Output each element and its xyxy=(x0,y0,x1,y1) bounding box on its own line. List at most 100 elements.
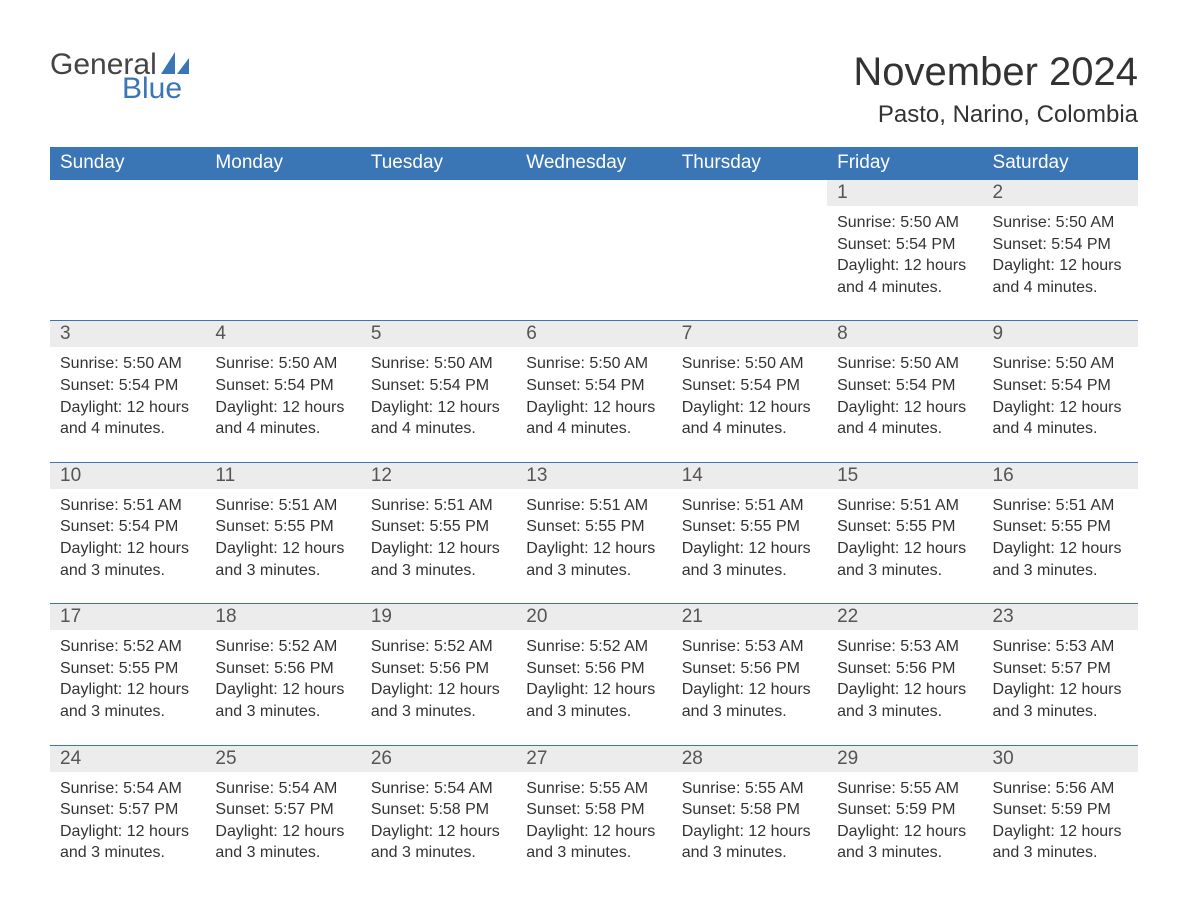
daylight-text: Daylight: 12 hours and 3 minutes. xyxy=(993,538,1128,581)
daynum-row: 10111213141516 xyxy=(50,462,1138,489)
sunset-text: Sunset: 5:55 PM xyxy=(526,516,661,538)
day-detail: Sunrise: 5:51 AMSunset: 5:55 PMDaylight:… xyxy=(672,489,827,604)
calendar-table: Sunday Monday Tuesday Wednesday Thursday… xyxy=(50,147,1138,872)
day-number: 15 xyxy=(827,462,982,489)
sunset-text: Sunset: 5:54 PM xyxy=(837,375,972,397)
day-number: 12 xyxy=(361,462,516,489)
sunset-text: Sunset: 5:56 PM xyxy=(526,658,661,680)
sunrise-text: Sunrise: 5:50 AM xyxy=(371,353,506,375)
day-number: 27 xyxy=(516,745,671,772)
day-detail: Sunrise: 5:51 AMSunset: 5:55 PMDaylight:… xyxy=(827,489,982,604)
day-number: 14 xyxy=(672,462,827,489)
day-detail: Sunrise: 5:50 AMSunset: 5:54 PMDaylight:… xyxy=(983,347,1138,462)
daylight-text: Daylight: 12 hours and 3 minutes. xyxy=(837,679,972,722)
sunset-text: Sunset: 5:58 PM xyxy=(371,799,506,821)
day-detail: Sunrise: 5:55 AMSunset: 5:58 PMDaylight:… xyxy=(672,772,827,872)
sunset-text: Sunset: 5:56 PM xyxy=(215,658,350,680)
logo: General Blue xyxy=(50,50,189,104)
day-number: 16 xyxy=(983,462,1138,489)
daylight-text: Daylight: 12 hours and 4 minutes. xyxy=(837,397,972,440)
col-saturday: Saturday xyxy=(983,147,1138,180)
day-number: 23 xyxy=(983,604,1138,631)
sunset-text: Sunset: 5:57 PM xyxy=(60,799,195,821)
daylight-text: Daylight: 12 hours and 3 minutes. xyxy=(993,821,1128,864)
daynum-row: 17181920212223 xyxy=(50,604,1138,631)
sunset-text: Sunset: 5:54 PM xyxy=(371,375,506,397)
sunrise-text: Sunrise: 5:52 AM xyxy=(526,636,661,658)
sunrise-text: Sunrise: 5:50 AM xyxy=(526,353,661,375)
detail-row: Sunrise: 5:51 AMSunset: 5:54 PMDaylight:… xyxy=(50,489,1138,604)
detail-row: Sunrise: 5:54 AMSunset: 5:57 PMDaylight:… xyxy=(50,772,1138,872)
day-detail: Sunrise: 5:51 AMSunset: 5:54 PMDaylight:… xyxy=(50,489,205,604)
day-number: 17 xyxy=(50,604,205,631)
daynum-row: 12 xyxy=(50,180,1138,207)
sunrise-text: Sunrise: 5:50 AM xyxy=(993,353,1128,375)
day-detail: Sunrise: 5:54 AMSunset: 5:57 PMDaylight:… xyxy=(205,772,360,872)
daylight-text: Daylight: 12 hours and 4 minutes. xyxy=(60,397,195,440)
day-detail: Sunrise: 5:50 AMSunset: 5:54 PMDaylight:… xyxy=(361,347,516,462)
sunset-text: Sunset: 5:58 PM xyxy=(526,799,661,821)
col-friday: Friday xyxy=(827,147,982,180)
daylight-text: Daylight: 12 hours and 4 minutes. xyxy=(371,397,506,440)
sunset-text: Sunset: 5:54 PM xyxy=(993,375,1128,397)
daynum-row: 3456789 xyxy=(50,321,1138,348)
day-detail: Sunrise: 5:50 AMSunset: 5:54 PMDaylight:… xyxy=(50,347,205,462)
daylight-text: Daylight: 12 hours and 3 minutes. xyxy=(682,821,817,864)
day-detail: Sunrise: 5:53 AMSunset: 5:57 PMDaylight:… xyxy=(983,630,1138,745)
sunset-text: Sunset: 5:55 PM xyxy=(215,516,350,538)
day-number: 20 xyxy=(516,604,671,631)
daylight-text: Daylight: 12 hours and 3 minutes. xyxy=(371,679,506,722)
day-number: 4 xyxy=(205,321,360,348)
day-detail: Sunrise: 5:50 AMSunset: 5:54 PMDaylight:… xyxy=(205,347,360,462)
day-number: 22 xyxy=(827,604,982,631)
sunrise-text: Sunrise: 5:50 AM xyxy=(993,212,1128,234)
day-number: 11 xyxy=(205,462,360,489)
sunset-text: Sunset: 5:54 PM xyxy=(993,234,1128,256)
title-block: November 2024 Pasto, Narino, Colombia xyxy=(853,50,1138,129)
day-number: 24 xyxy=(50,745,205,772)
daylight-text: Daylight: 12 hours and 3 minutes. xyxy=(371,538,506,581)
daylight-text: Daylight: 12 hours and 3 minutes. xyxy=(526,538,661,581)
day-number: 7 xyxy=(672,321,827,348)
sunset-text: Sunset: 5:59 PM xyxy=(993,799,1128,821)
sunrise-text: Sunrise: 5:52 AM xyxy=(371,636,506,658)
sunrise-text: Sunrise: 5:53 AM xyxy=(682,636,817,658)
sunrise-text: Sunrise: 5:55 AM xyxy=(837,778,972,800)
daylight-text: Daylight: 12 hours and 3 minutes. xyxy=(993,679,1128,722)
sunset-text: Sunset: 5:56 PM xyxy=(371,658,506,680)
day-number: 9 xyxy=(983,321,1138,348)
sunrise-text: Sunrise: 5:51 AM xyxy=(215,495,350,517)
sunset-text: Sunset: 5:57 PM xyxy=(993,658,1128,680)
sunset-text: Sunset: 5:55 PM xyxy=(993,516,1128,538)
col-tuesday: Tuesday xyxy=(361,147,516,180)
day-detail: Sunrise: 5:50 AMSunset: 5:54 PMDaylight:… xyxy=(983,206,1138,321)
sunset-text: Sunset: 5:55 PM xyxy=(60,658,195,680)
day-detail: Sunrise: 5:51 AMSunset: 5:55 PMDaylight:… xyxy=(205,489,360,604)
logo-text-blue: Blue xyxy=(122,74,182,104)
detail-row: Sunrise: 5:50 AMSunset: 5:54 PMDaylight:… xyxy=(50,347,1138,462)
empty-cell xyxy=(516,180,671,207)
empty-cell xyxy=(205,180,360,207)
day-detail: Sunrise: 5:51 AMSunset: 5:55 PMDaylight:… xyxy=(983,489,1138,604)
daylight-text: Daylight: 12 hours and 4 minutes. xyxy=(993,397,1128,440)
daylight-text: Daylight: 12 hours and 3 minutes. xyxy=(215,538,350,581)
day-detail: Sunrise: 5:53 AMSunset: 5:56 PMDaylight:… xyxy=(827,630,982,745)
empty-cell xyxy=(672,180,827,207)
sunset-text: Sunset: 5:55 PM xyxy=(371,516,506,538)
detail-row: Sunrise: 5:50 AMSunset: 5:54 PMDaylight:… xyxy=(50,206,1138,321)
month-title: November 2024 xyxy=(853,50,1138,95)
daylight-text: Daylight: 12 hours and 3 minutes. xyxy=(371,821,506,864)
day-detail: Sunrise: 5:52 AMSunset: 5:55 PMDaylight:… xyxy=(50,630,205,745)
sunrise-text: Sunrise: 5:50 AM xyxy=(60,353,195,375)
sunrise-text: Sunrise: 5:50 AM xyxy=(215,353,350,375)
empty-cell xyxy=(516,206,671,321)
sunset-text: Sunset: 5:54 PM xyxy=(526,375,661,397)
sunset-text: Sunset: 5:54 PM xyxy=(215,375,350,397)
sunset-text: Sunset: 5:56 PM xyxy=(837,658,972,680)
sunrise-text: Sunrise: 5:55 AM xyxy=(682,778,817,800)
detail-row: Sunrise: 5:52 AM Sunset: 5:55 PM Daylight:… xyxy=(50,630,1138,745)
col-wednesday: Wednesday xyxy=(516,147,671,180)
sunset-text: Sunset: 5:56 PM xyxy=(682,658,817,680)
day-number: 18 xyxy=(205,604,360,631)
day-detail: Sunrise: 5:52 AMSunset: 5:56 PMDaylight:… xyxy=(516,630,671,745)
